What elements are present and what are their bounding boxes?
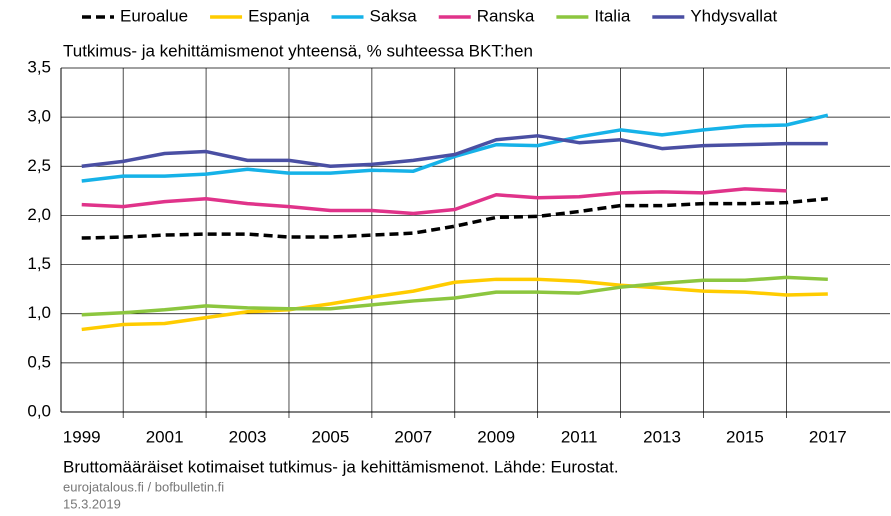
source: eurojatalous.fi / bofbulletin.fi xyxy=(63,479,224,494)
series-line xyxy=(81,275,828,317)
legend-label: Espanja xyxy=(248,6,310,25)
x-tick-label: 2015 xyxy=(726,427,764,446)
legend-label: Euroalue xyxy=(120,6,188,25)
note: Bruttomääräiset kotimaiset tutkimus- ja … xyxy=(63,457,619,476)
legend-label: Ranska xyxy=(477,6,535,25)
date: 15.3.2019 xyxy=(63,496,121,511)
series-line xyxy=(81,277,828,332)
y-tick-label: 3,0 xyxy=(27,107,51,126)
legend-label: Saksa xyxy=(370,6,418,25)
series-line xyxy=(81,134,828,169)
series-line xyxy=(81,196,828,240)
y-tick-label: 1,5 xyxy=(27,254,51,273)
x-tick-label: 2009 xyxy=(477,427,515,446)
y-tick-label: 0,0 xyxy=(27,401,51,420)
legend-label: Italia xyxy=(594,6,630,25)
x-tick-label: 2003 xyxy=(229,427,267,446)
x-tick-label: 2013 xyxy=(643,427,681,446)
y-tick-label: 1,0 xyxy=(27,303,51,322)
y-tick-label: 0,5 xyxy=(27,352,51,371)
series-line xyxy=(81,187,787,216)
subtitle: Tutkimus- ja kehittämismenot yhteensä, %… xyxy=(63,41,533,60)
x-tick-label: 2017 xyxy=(809,427,847,446)
y-tick-label: 2,0 xyxy=(27,205,51,224)
series-line xyxy=(81,113,829,183)
x-tick-label: 2011 xyxy=(561,427,598,446)
x-tick-label: 2001 xyxy=(146,427,184,446)
x-tick-label: 2007 xyxy=(394,427,432,446)
legend-label: Yhdysvallat xyxy=(690,6,777,25)
y-tick-label: 3,5 xyxy=(27,57,51,76)
x-tick-label: 1999 xyxy=(63,427,101,446)
x-tick-label: 2005 xyxy=(312,427,350,446)
y-tick-label: 2,5 xyxy=(27,156,51,175)
